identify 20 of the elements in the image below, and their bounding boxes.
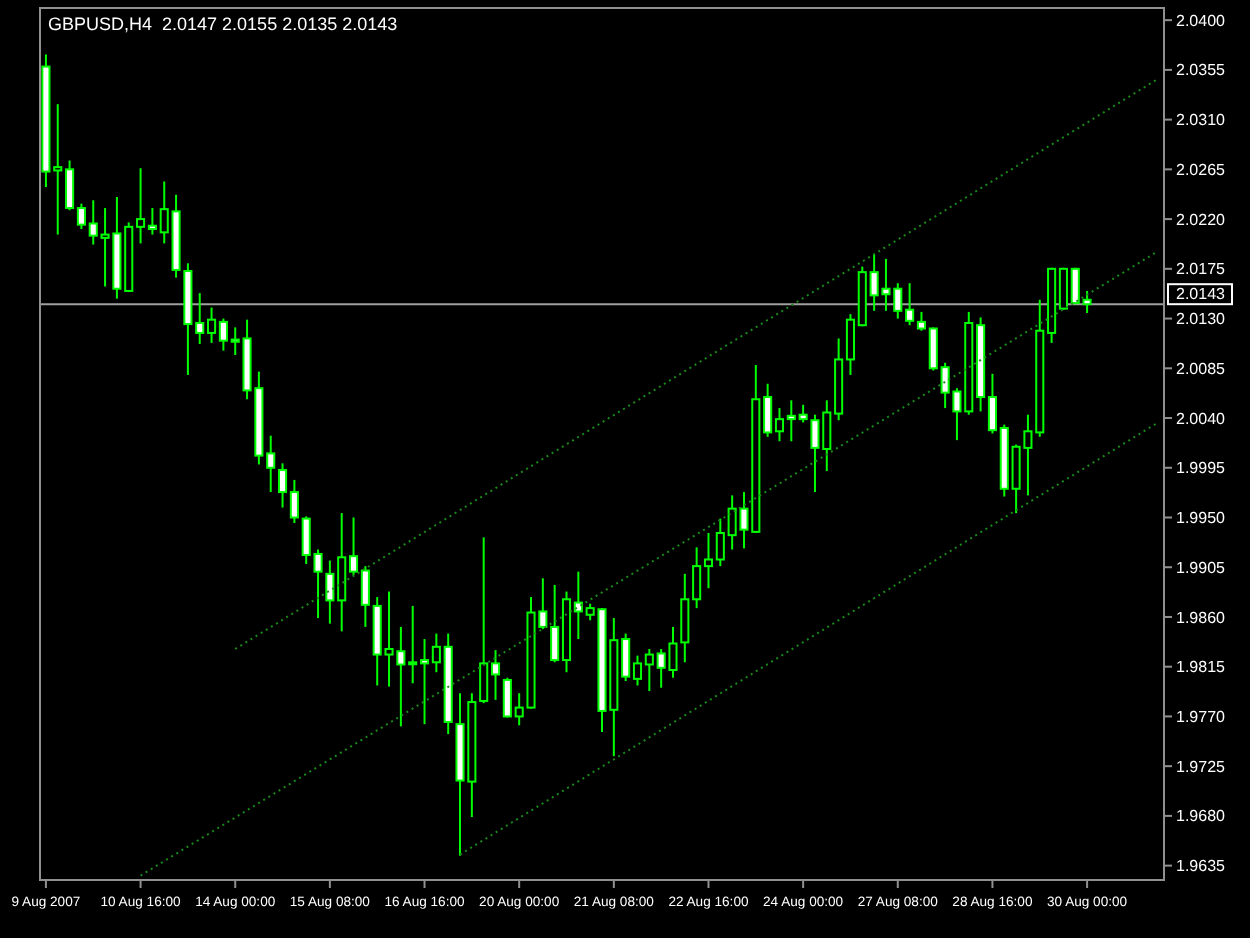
y-tick-label: 2.0400: [1176, 11, 1227, 30]
y-tick-label: 2.0355: [1176, 61, 1227, 80]
y-tick-label: 2.0085: [1176, 359, 1227, 378]
y-tick-label: 1.9680: [1176, 807, 1227, 826]
ref-line-label: 2.0143: [1176, 285, 1227, 304]
y-tick-label: 1.9770: [1176, 708, 1227, 727]
y-tick-label: 2.0130: [1176, 310, 1227, 329]
y-tick-label: 1.9995: [1176, 459, 1227, 478]
y-tick-label: 2.0220: [1176, 210, 1227, 229]
chart-title: GBPUSD,H4 2.0147 2.0155 2.0135 2.0143: [48, 14, 398, 34]
y-tick-label: 1.9815: [1176, 658, 1227, 677]
y-tick-label: 2.0265: [1176, 160, 1227, 179]
y-tick-label: 1.9725: [1176, 757, 1227, 776]
y-tick-label: 1.9860: [1176, 608, 1227, 627]
y-tick-label: 1.9950: [1176, 509, 1227, 528]
y-tick-label: 1.9905: [1176, 558, 1227, 577]
y-tick-label: 2.0040: [1176, 409, 1227, 428]
y-tick-label: 1.9635: [1176, 857, 1227, 876]
y-tick-label: 2.0310: [1176, 111, 1227, 130]
y-tick-label: 2.0175: [1176, 260, 1227, 279]
